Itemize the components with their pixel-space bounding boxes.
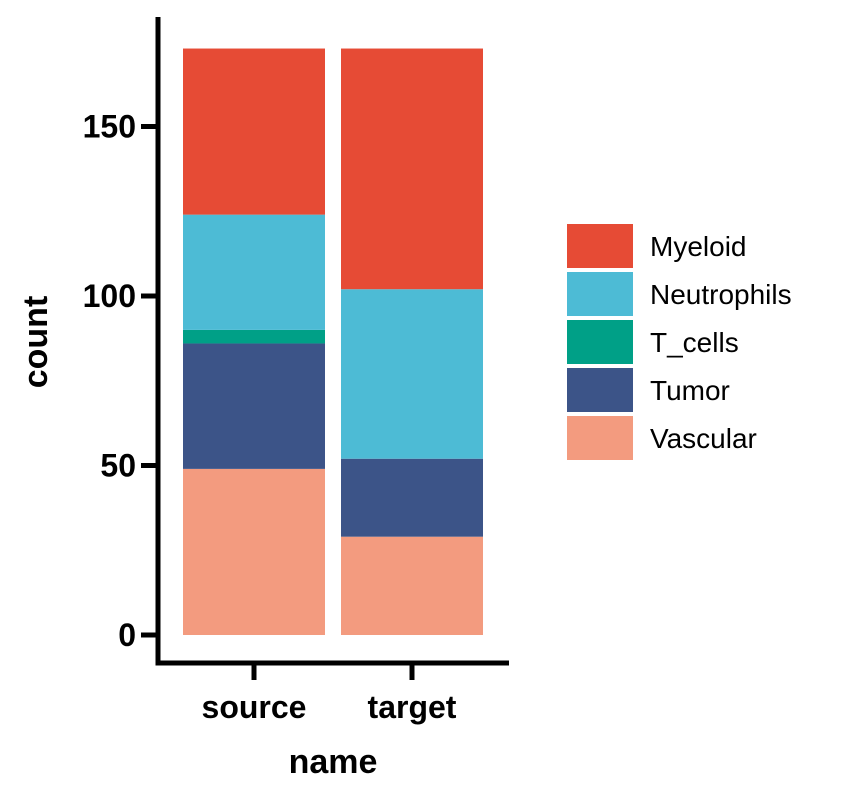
x-axis-title: name [289, 743, 378, 781]
legend-label-neutrophils: Neutrophils [650, 279, 792, 310]
legend-key-t-cells [567, 320, 633, 364]
x-tick-label-target: target [368, 689, 457, 725]
bar-segment-source-myeloid [183, 48, 325, 215]
y-ticks-group: 0 50 100 150 [83, 109, 158, 653]
bar-segment-target-tumor [341, 458, 483, 537]
y-tick-label: 150 [83, 109, 136, 145]
y-tick-label: 100 [83, 278, 136, 314]
legend-key-tumor [567, 368, 633, 412]
legend-key-neutrophils [567, 272, 633, 316]
bar-segment-source-t-cells [183, 329, 325, 344]
bar-segment-target-myeloid [341, 48, 483, 290]
legend-label-t-cells: T_cells [650, 327, 739, 358]
legend-label-myeloid: Myeloid [650, 231, 746, 262]
bar-segment-source-vascular [183, 468, 325, 635]
bar-segment-target-neutrophils [341, 289, 483, 459]
y-tick-label: 50 [100, 448, 136, 484]
legend-key-vascular [567, 416, 633, 460]
x-tick-label-source: source [202, 689, 307, 725]
legend-key-myeloid [567, 224, 633, 268]
legend-label-vascular: Vascular [650, 423, 757, 454]
x-ticks-group: source target [202, 663, 457, 725]
bar-segment-source-tumor [183, 343, 325, 469]
bars-group [183, 48, 483, 635]
legend: Myeloid Neutrophils T_cells Tumor Vascular [567, 224, 792, 460]
y-axis-title: count [17, 296, 55, 389]
y-tick-label: 0 [118, 617, 136, 653]
bar-segment-target-vascular [341, 536, 483, 635]
legend-label-tumor: Tumor [650, 375, 730, 406]
bar-segment-source-neutrophils [183, 214, 325, 330]
